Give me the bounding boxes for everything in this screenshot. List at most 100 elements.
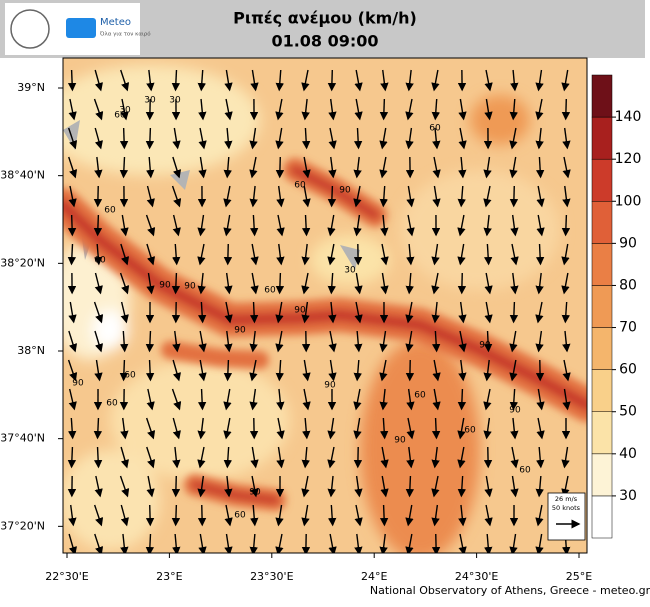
contour-label: 60 xyxy=(106,399,118,409)
wind-arrow xyxy=(150,505,151,525)
wind-arrow xyxy=(98,447,99,467)
contour-label: 90 xyxy=(234,326,246,336)
contour-label: 60 xyxy=(94,256,106,266)
wind-arrow xyxy=(72,447,73,467)
colorbar-tick-label: 100 xyxy=(615,193,642,209)
title: Ριπές ανέμου (km/h) xyxy=(233,9,417,28)
wind-arrow xyxy=(72,70,73,90)
lon-tick-label: 25°E xyxy=(566,570,592,583)
contour-label: 90 xyxy=(249,488,261,498)
colorbar-cell xyxy=(592,285,612,327)
colorbar-cell xyxy=(592,75,612,117)
contour-label: 60 xyxy=(104,206,116,216)
wind-arrow xyxy=(358,128,359,148)
colorbar-cell xyxy=(592,243,612,285)
wind-arrow xyxy=(176,70,177,90)
contour-label: 90 xyxy=(72,379,84,389)
contour-label: 90 xyxy=(394,436,406,446)
wind-arrow xyxy=(228,360,229,380)
contour-label: 60 xyxy=(234,511,246,521)
wind-arrow xyxy=(306,215,307,235)
lat-tick-label: 38°N xyxy=(17,344,45,357)
wind-arrow xyxy=(176,476,177,496)
contour-label: 90 xyxy=(479,341,491,351)
colorbar-tick-label: 140 xyxy=(615,109,642,125)
contour-label: 60 xyxy=(519,466,531,476)
wind-arrow xyxy=(228,244,229,264)
colorbar-cell xyxy=(592,496,612,538)
wind-arrow xyxy=(98,215,99,235)
subtitle: 01.08 09:00 xyxy=(271,32,378,51)
logo-tagline: Όλα για τον καιρό xyxy=(99,31,151,38)
lon-tick-label: 24°30'E xyxy=(455,570,499,583)
contour-label: 30 xyxy=(169,96,181,106)
wind-arrow xyxy=(280,273,281,293)
colorbar-cell xyxy=(592,328,612,370)
colorbar-cell xyxy=(592,370,612,412)
colorbar-cell xyxy=(592,117,612,159)
colorbar-tick-label: 30 xyxy=(619,488,637,504)
lon-tick-label: 24°E xyxy=(361,570,387,583)
lon-tick-label: 23°E xyxy=(156,570,182,583)
colorbar-tick-label: 50 xyxy=(619,404,637,420)
contour-label: 90 xyxy=(339,186,351,196)
wind-arrow xyxy=(566,99,567,119)
wind-arrow xyxy=(72,244,73,264)
colorbar: 30 40 50 60 70 80 90 100 120 140 xyxy=(592,75,641,538)
colorbar-tick-label: 80 xyxy=(619,277,637,293)
contour-label: 90 xyxy=(294,306,306,316)
colorbar-tick-label: 120 xyxy=(615,151,642,167)
colorbar-cell xyxy=(592,201,612,243)
lon-tick-label: 22°30'E xyxy=(45,570,89,583)
colorbar-cell xyxy=(592,454,612,496)
contour-label: 60 xyxy=(124,371,136,381)
logo-name: Meteo xyxy=(100,17,131,28)
wind-arrow xyxy=(124,128,125,148)
wind-arrow xyxy=(150,128,151,148)
wind-arrow xyxy=(410,476,411,496)
contour-label: 60 xyxy=(264,286,276,296)
wind-arrow xyxy=(150,534,151,554)
contour-label: 30 xyxy=(344,266,356,276)
wind-arrow xyxy=(176,505,177,525)
contour-label: 90 xyxy=(159,281,171,291)
lon-tick-label: 23°30'E xyxy=(250,570,294,583)
contour-label: 60 xyxy=(414,391,426,401)
lat-tick-label: 38°20'N xyxy=(0,256,45,269)
wind-arrow xyxy=(384,99,385,119)
colorbar-cell xyxy=(592,159,612,201)
colorbar-tick-label: 60 xyxy=(619,362,637,378)
wind-arrow xyxy=(384,505,385,525)
wind-arrow xyxy=(514,302,515,322)
vector-legend-knots: 50 knots xyxy=(552,504,581,512)
wind-arrow xyxy=(150,331,151,351)
wind-arrow xyxy=(566,215,567,235)
wind-arrow xyxy=(98,418,99,438)
lat-tick-label: 37°40'N xyxy=(0,432,45,445)
colorbar-tick-label: 90 xyxy=(619,235,637,251)
contour-label: 60 xyxy=(114,111,126,121)
lat-tick-label: 37°20'N xyxy=(0,519,45,532)
lat-tick-label: 39°N xyxy=(17,81,45,94)
vector-legend-speed: 26 m/s xyxy=(555,495,578,503)
wind-arrow xyxy=(176,273,177,293)
colorbar-tick-label: 70 xyxy=(619,320,637,336)
contour-label: 90 xyxy=(184,282,196,292)
wind-arrow xyxy=(514,186,515,206)
contour-label: 90 xyxy=(509,406,521,416)
lat-tick-label: 38°40'N xyxy=(0,169,45,182)
wind-arrow xyxy=(124,157,125,177)
contour-label: 60 xyxy=(429,124,441,134)
wind-arrow xyxy=(202,389,203,409)
colorbar-cell xyxy=(592,412,612,454)
colorbar-tick-label: 40 xyxy=(619,446,637,462)
wind-arrow xyxy=(150,360,151,380)
wind-arrow xyxy=(462,389,463,409)
wind-arrow xyxy=(280,157,281,177)
contour-label: 60 xyxy=(464,426,476,436)
wind-arrow xyxy=(254,302,255,322)
wind-arrow xyxy=(462,273,463,293)
contour-label: 90 xyxy=(324,381,336,391)
